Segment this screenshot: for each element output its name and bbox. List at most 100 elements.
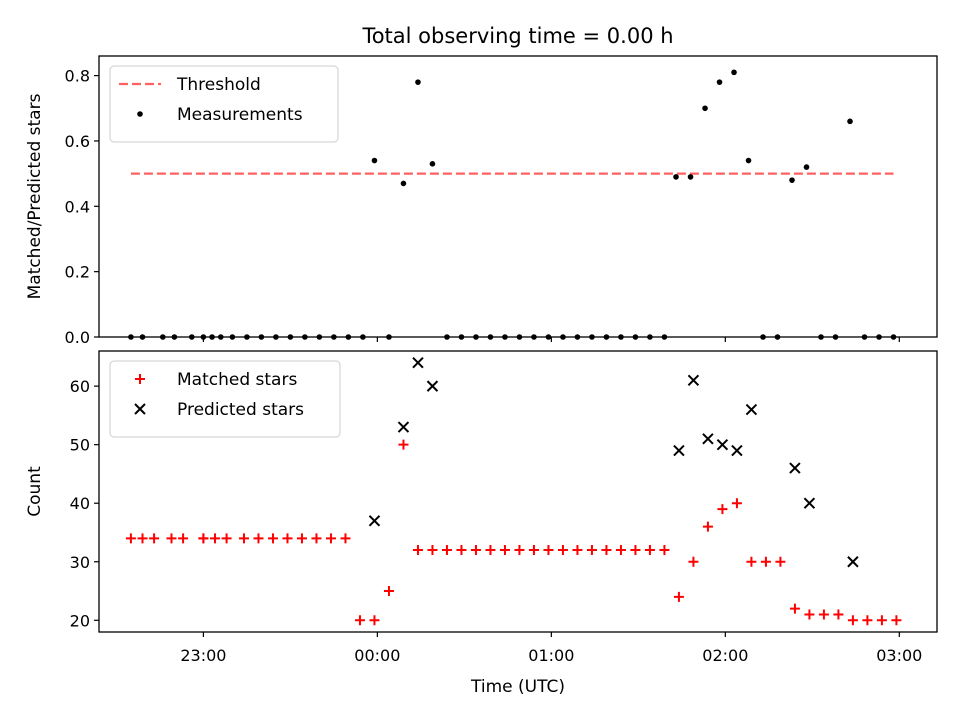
matched-stars-point — [717, 504, 728, 515]
legend-predicted-handle — [134, 403, 146, 415]
matched-stars-point — [557, 545, 568, 556]
measurement-point — [716, 79, 723, 85]
legend-2: Matched stars Predicted stars — [109, 360, 341, 438]
matched-stars-point — [615, 545, 626, 556]
legend-label: Threshold — [176, 75, 261, 95]
y-tick-label: 0.2 — [65, 263, 90, 282]
matched-stars-point — [804, 609, 815, 620]
predicted-stars-point — [426, 380, 439, 392]
plot-frame-1 — [98, 55, 938, 338]
x-tick-label: 02:00 — [702, 646, 748, 665]
x-tick-label: 23:00 — [180, 646, 226, 665]
matched-stars-point — [441, 545, 452, 556]
matched-stars-point — [514, 545, 525, 556]
legend-label: Measurements — [177, 105, 303, 125]
measurement-point — [429, 161, 436, 167]
matched-stars-point — [789, 603, 800, 614]
matched-stars-point — [311, 533, 322, 544]
y-tick-label: 50 — [70, 436, 90, 455]
matched-stars-point — [818, 609, 829, 620]
legend-label: Predicted stars — [177, 400, 304, 420]
predicted-stars-point — [716, 438, 729, 451]
legend-box — [109, 360, 341, 438]
y-tick-label: 0.4 — [65, 197, 90, 216]
predicted-stars-point — [673, 444, 685, 457]
x-tick-label: 03:00 — [876, 646, 922, 665]
matched-stars-point — [412, 545, 423, 556]
y-tick-label: 40 — [70, 494, 90, 513]
matched-stars-point — [775, 556, 786, 567]
matched-stars-point — [383, 586, 394, 597]
matched-stars-point — [673, 591, 684, 602]
measurement-point — [400, 180, 407, 187]
matched-stars-point — [253, 533, 264, 544]
predicted-stars-point — [803, 497, 816, 509]
matched-stars-point — [369, 615, 380, 626]
matched-stars-point — [731, 498, 742, 509]
y-axis-label-2: Count — [25, 466, 45, 517]
matched-stars-point — [340, 533, 351, 544]
measurement-point — [415, 79, 421, 85]
matched-stars-point — [325, 533, 336, 544]
matched-stars-point — [702, 521, 713, 532]
x-axis-label: Time (UTC) — [470, 677, 565, 697]
matched-stars-point — [630, 545, 641, 556]
y-tick-label: 0.6 — [65, 132, 90, 151]
legend-matched-handle — [135, 374, 145, 384]
legend-label: Matched stars — [177, 370, 297, 390]
measurement-point — [803, 164, 810, 170]
matched-stars-point — [601, 545, 612, 556]
measurement-point — [847, 118, 853, 125]
matched-stars-point — [485, 545, 496, 556]
matched-stars-point — [238, 533, 249, 544]
matched-stars-point — [586, 545, 597, 556]
predicted-stars-point — [687, 374, 700, 386]
matched-stars-point — [282, 533, 293, 544]
matched-stars-point — [847, 615, 858, 626]
legend-box — [109, 65, 339, 143]
matched-stars-point — [833, 609, 844, 620]
predicted-stars-point — [702, 433, 714, 445]
matched-stars-point — [688, 556, 699, 567]
predicted-stars-point — [397, 421, 410, 433]
matched-stars-point — [572, 545, 583, 556]
y-tick-label: 0.8 — [65, 67, 90, 86]
matched-stars-point — [166, 533, 177, 544]
predicted-stars-point — [731, 444, 743, 457]
matched-stars-point — [760, 556, 771, 567]
measurement-point — [702, 105, 708, 112]
matched-stars-point — [746, 556, 757, 567]
matched-stars-point — [296, 533, 307, 544]
series-x-2 — [368, 357, 859, 568]
matched-stars-point — [209, 533, 220, 544]
measurement-point — [789, 177, 795, 183]
legend-1: Threshold Measurements — [109, 65, 339, 143]
legend-measurements-handle — [137, 111, 143, 117]
matched-stars-point — [427, 545, 438, 556]
panel-2: 20 30 40 50 60 23:00 00:00 01:00 02:00 03:00 Count… — [25, 350, 938, 665]
predicted-stars-point — [368, 515, 381, 527]
measurement-point — [687, 174, 694, 180]
matched-stars-point — [354, 615, 365, 626]
matched-stars-point — [644, 545, 655, 556]
matched-stars-point — [178, 533, 189, 544]
y-axis-label-1: Matched/Predicted stars — [25, 93, 45, 299]
y-tick-label: 30 — [70, 553, 90, 572]
matched-stars-point — [149, 533, 160, 544]
measurement-point — [673, 174, 679, 180]
measurement-point — [731, 69, 737, 76]
measurement-point — [745, 157, 752, 164]
x-tick-label: 00:00 — [354, 646, 400, 665]
matched-stars-point — [398, 439, 409, 450]
matched-stars-point — [137, 533, 148, 544]
predicted-stars-point — [412, 357, 424, 369]
predicted-stars-point — [789, 462, 801, 474]
panel-1: 0.0 0.2 0.4 0.6 0.8 Matched/Predicted stars Th… — [25, 55, 938, 347]
plot-frame-2 — [98, 350, 938, 633]
matched-stars-point — [891, 615, 902, 626]
matched-stars-point — [543, 545, 554, 556]
series-plus-2 — [125, 439, 902, 626]
matched-stars-point — [456, 545, 467, 556]
chart-title: Total observing time = 0.00 h — [361, 24, 673, 48]
